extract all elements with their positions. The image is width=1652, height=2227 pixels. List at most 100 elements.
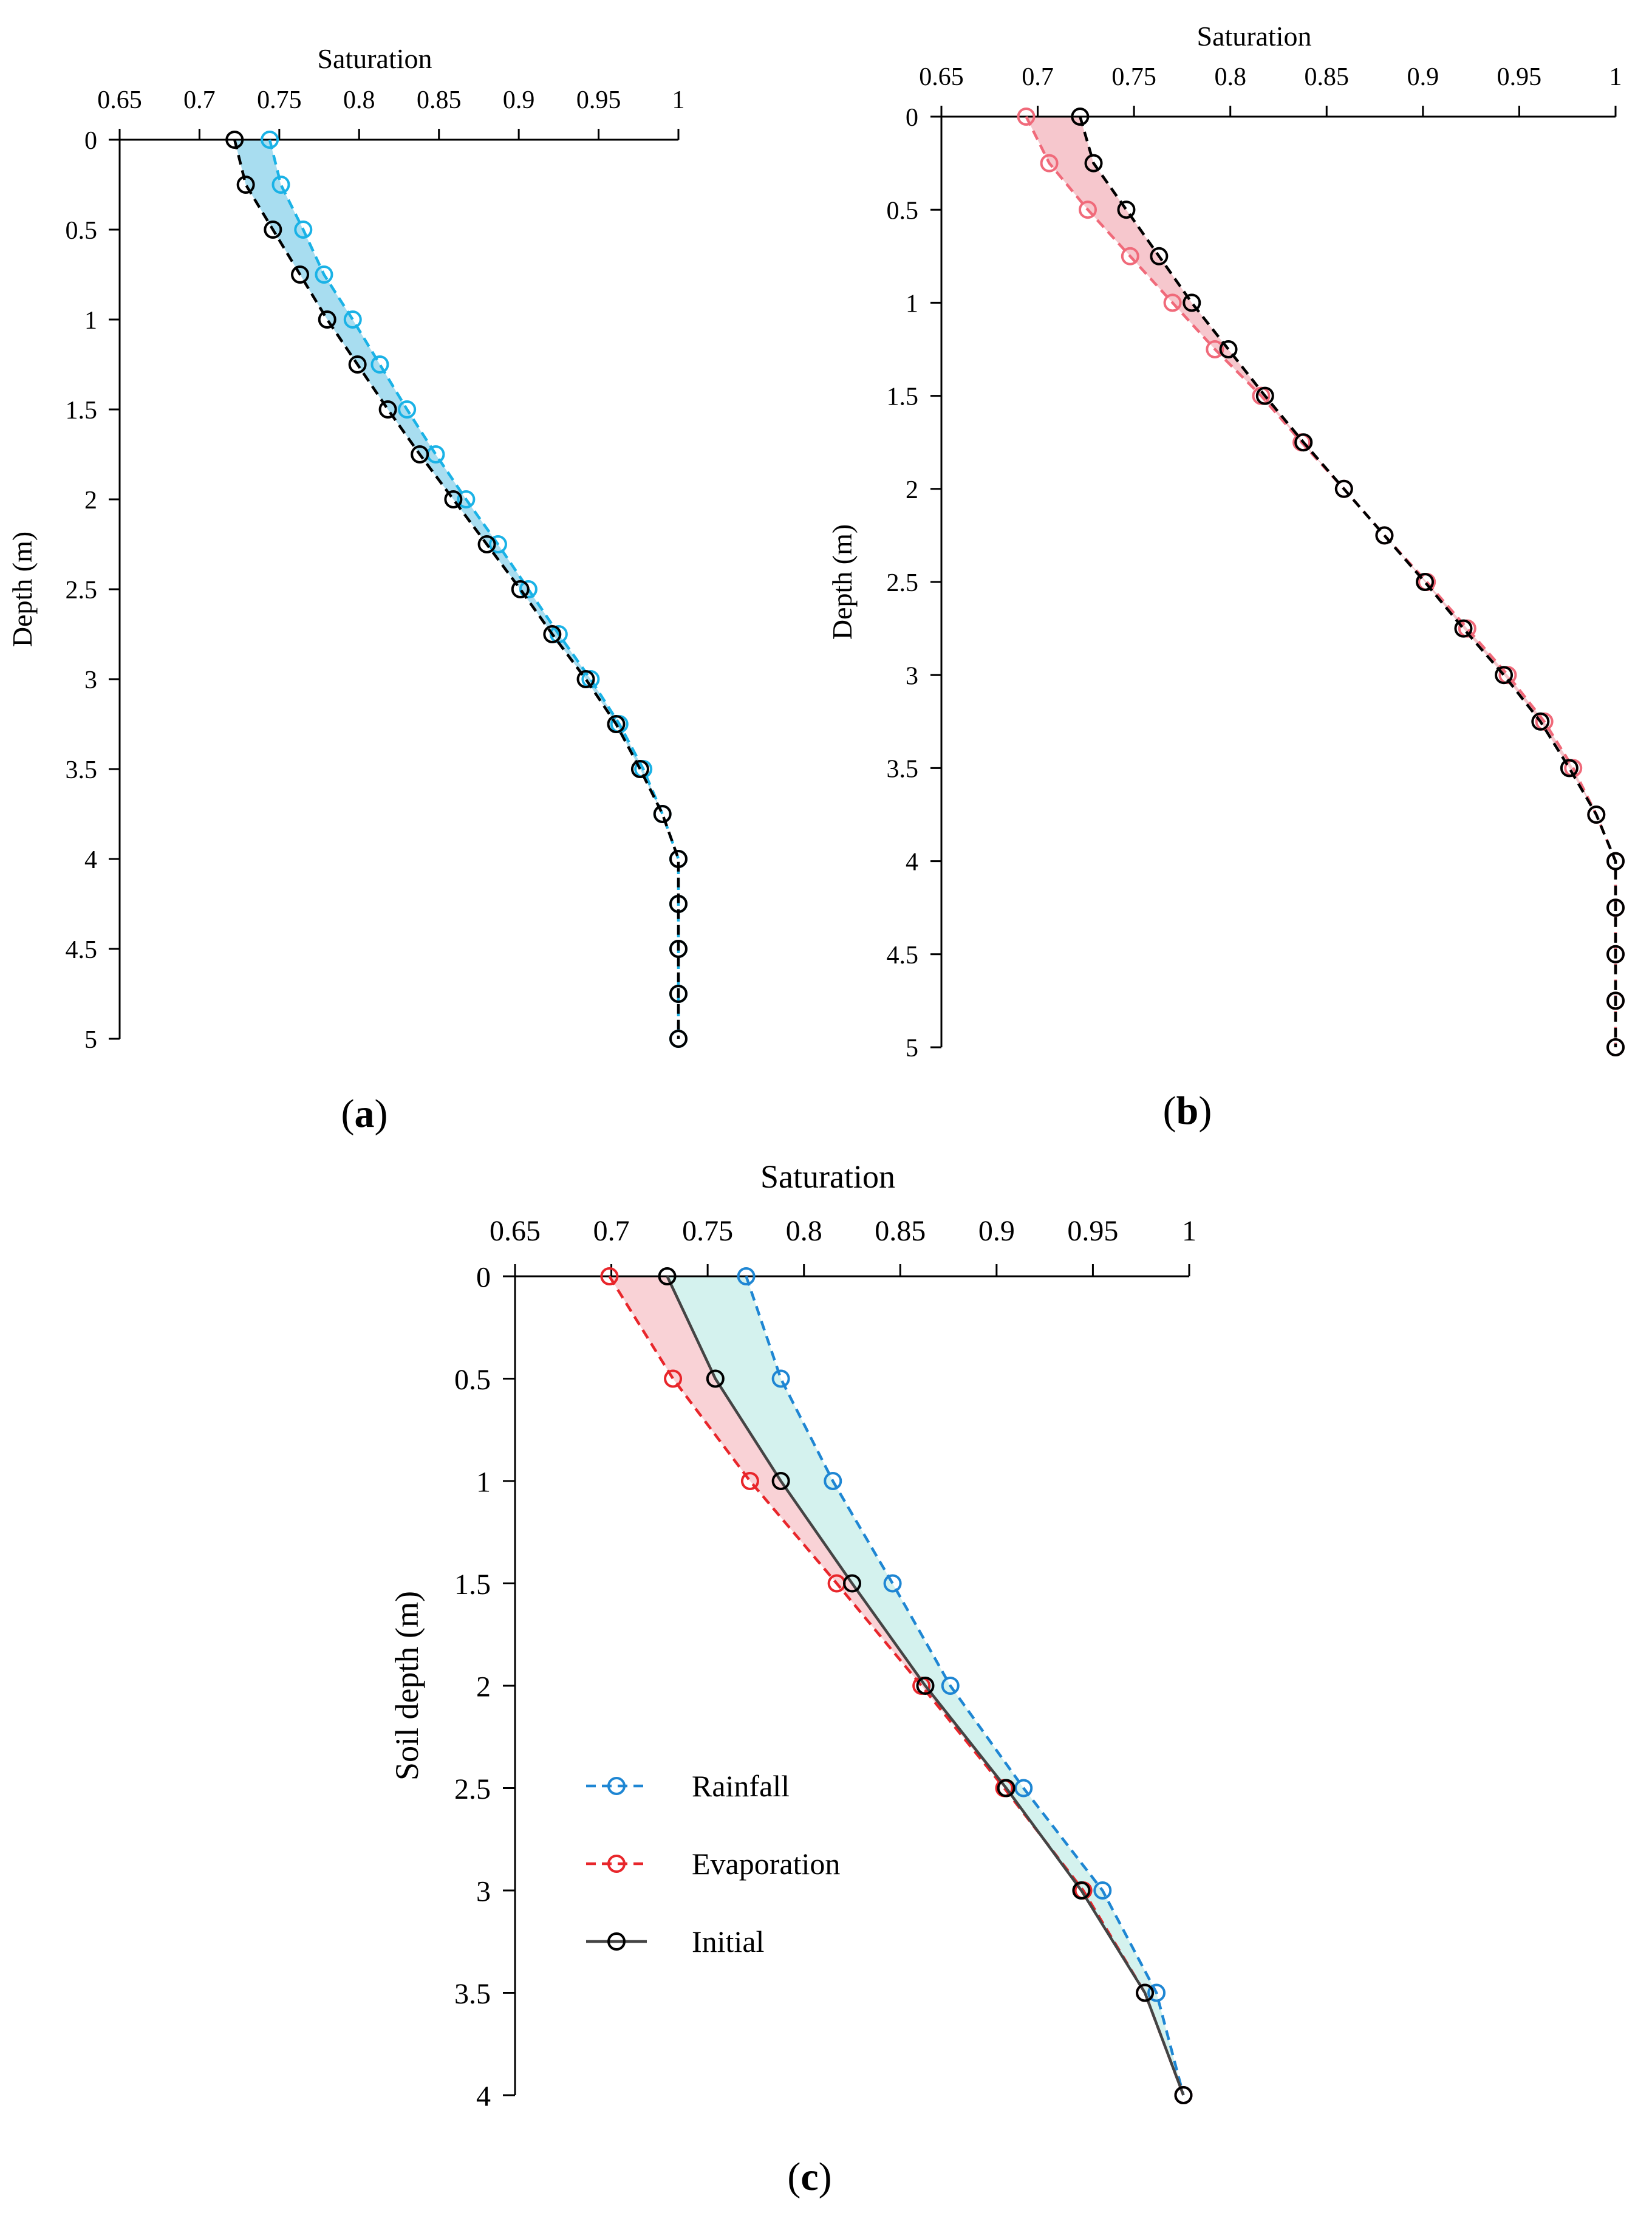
data-point-initial — [1071, 108, 1090, 126]
y-tick-label: 2.5 — [66, 576, 98, 604]
data-point-initial — [669, 1030, 688, 1048]
y-tick-label: 1 — [476, 1466, 491, 1498]
data-point-initial — [1334, 479, 1353, 498]
data-point-rainfall — [370, 355, 389, 374]
data-point-initial — [264, 221, 282, 239]
data-point-initial — [576, 670, 595, 688]
x-tick-label: 0.7 — [183, 86, 216, 114]
x-tick-label: 0.65 — [919, 63, 964, 91]
panel-label-letter: b — [1176, 1089, 1199, 1133]
shaded-region-0 — [609, 1276, 1184, 2095]
legend-label-initial: Initial — [692, 1924, 764, 1958]
data-point-initial — [543, 625, 562, 643]
x-tick-label: 0.95 — [1067, 1215, 1118, 1247]
data-point-rainfall — [457, 490, 476, 508]
data-point-initial — [630, 760, 649, 778]
x-axis-title: Saturation — [760, 1158, 895, 1195]
data-point-initial — [1587, 806, 1606, 824]
y-tick-label: 3.5 — [454, 1978, 491, 2010]
data-point-rainfall — [941, 1677, 960, 1695]
x-tick-label: 0.85 — [875, 1215, 926, 1247]
y-tick-label: 0.5 — [454, 1364, 491, 1396]
y-tick-label: 5 — [84, 1026, 97, 1054]
y-tick-label: 0.5 — [66, 217, 98, 245]
data-point-evaporation — [1206, 340, 1224, 358]
data-point-rainfall — [398, 400, 417, 419]
data-point-rainfall — [488, 535, 507, 553]
data-point-initial — [1255, 386, 1274, 405]
data-point-initial — [1495, 666, 1514, 685]
data-point-rainfall — [824, 1472, 842, 1490]
data-point-initial — [1084, 154, 1103, 173]
panel-label-open: ( — [787, 2155, 800, 2199]
y-tick-label: 2 — [84, 487, 97, 515]
x-tick-label: 0.95 — [1497, 63, 1542, 91]
data-point-evaporation — [1079, 200, 1097, 219]
panel-a: 0.65 0.7 0.75 0.8 0.85 0.9 0.95 1 0 0.5 1 1.5 2 2.5 3 3… — [7, 43, 688, 1136]
data-point-rainfall — [1014, 1779, 1033, 1798]
data-point-initial — [1183, 293, 1201, 312]
data-point-initial — [1416, 573, 1435, 591]
y-tick-label: 1 — [84, 307, 97, 335]
x-tick-label: 0.7 — [593, 1215, 630, 1247]
data-point-initial — [1560, 759, 1579, 778]
data-point-evaporation — [1163, 293, 1182, 312]
data-point-initial — [477, 535, 496, 553]
panel-label-letter: a — [355, 1092, 375, 1136]
y-tick-label: 4.5 — [66, 936, 98, 964]
y-tick-label: 4 — [476, 2080, 491, 2112]
panel-c: 0.65 0.7 0.75 0.8 0.85 0.9 0.95 1 0 0.5 1 1.5 2 2.5 3 3… — [389, 1158, 1196, 2199]
data-point-rainfall — [519, 580, 538, 598]
data-point-initial — [771, 1472, 790, 1490]
panel-label: (b) — [1163, 1089, 1212, 1133]
x-tick-label: 1 — [672, 86, 685, 114]
legend-label-evaporation: Evaporation — [692, 1847, 840, 1881]
x-tick-label: 1 — [1609, 63, 1622, 91]
y-tick-label: 4 — [906, 849, 918, 877]
data-point-rainfall — [315, 265, 333, 284]
data-point-initial — [378, 400, 397, 419]
data-point-initial — [1606, 991, 1625, 1010]
panel-label-letter: c — [800, 2155, 818, 2199]
data-point-initial — [444, 490, 463, 508]
x-tick-label: 1 — [1182, 1215, 1196, 1247]
data-point-rainfall — [271, 176, 290, 194]
panel-label-open: ( — [341, 1092, 355, 1136]
series-line-initial — [666, 1276, 1185, 2096]
data-point-initial — [1606, 1038, 1625, 1056]
x-tick-label: 0.85 — [417, 86, 462, 114]
x-tick-label: 0.65 — [97, 86, 142, 114]
data-point-initial — [1606, 898, 1625, 917]
data-point-initial — [1531, 712, 1550, 731]
y-tick-label: 2 — [476, 1671, 491, 1703]
series-line-rainfall — [745, 1276, 1185, 2096]
data-point-initial — [706, 1369, 725, 1388]
x-tick-label: 0.9 — [503, 86, 535, 114]
legend-marker-initial — [607, 1932, 626, 1951]
y-tick-label: 1.5 — [454, 1568, 491, 1601]
y-tick-label: 3.5 — [887, 756, 919, 784]
x-tick-label: 0.8 — [1214, 63, 1246, 91]
x-tick-label: 0.7 — [1022, 63, 1054, 91]
data-point-initial — [669, 940, 688, 958]
data-point-initial — [348, 355, 367, 374]
data-point-evaporation — [740, 1472, 759, 1490]
data-point-initial — [1117, 200, 1136, 219]
data-point-initial — [1219, 340, 1238, 358]
data-point-initial — [658, 1267, 677, 1285]
y-axis-title: Soil depth (m) — [389, 1591, 425, 1781]
data-point-evaporation — [1017, 108, 1036, 126]
data-point-initial — [916, 1677, 935, 1695]
panel-label-open: ( — [1163, 1089, 1176, 1133]
data-point-initial — [1174, 2086, 1193, 2104]
y-tick-label: 3 — [476, 1875, 491, 1907]
panel-b: 0.65 0.7 0.75 0.8 0.85 0.9 0.95 1 0 0.5 1 1.5 2 2.5 3 3… — [827, 21, 1625, 1133]
data-point-initial — [225, 131, 244, 149]
data-point-initial — [843, 1574, 861, 1593]
data-point-initial — [997, 1779, 1015, 1798]
data-point-evaporation — [1040, 154, 1059, 173]
data-point-rainfall — [261, 131, 279, 149]
x-tick-label: 0.95 — [576, 86, 621, 114]
x-tick-label: 0.65 — [490, 1215, 541, 1247]
x-tick-label: 0.85 — [1305, 63, 1350, 91]
